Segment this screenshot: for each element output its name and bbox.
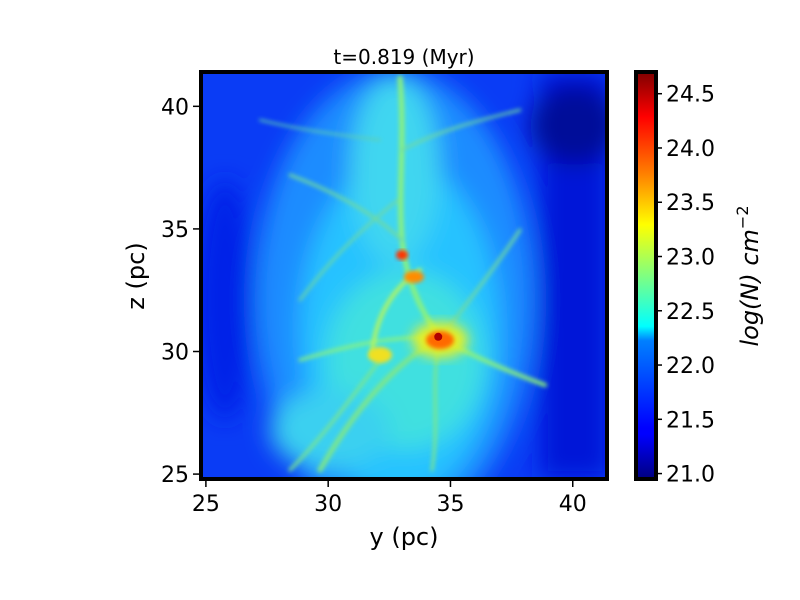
filament	[259, 119, 381, 141]
colorbar-tick-label: 23.0	[666, 246, 715, 271]
density-field	[201, 72, 607, 479]
colorbar: 21.0 21.5 22.0 22.5 23.0 23.5 24.0 24.5 log(N) …	[634, 70, 764, 488]
x-axis-ticks: 25 30 35 40	[192, 481, 587, 517]
dense-clump	[368, 347, 392, 363]
chart-title: t=0.819 (Myr)	[333, 45, 474, 69]
colorbar-ticks: 21.0 21.5 22.0 22.5 23.0 23.5 24.0 24.5	[656, 83, 715, 488]
colorbar-gradient	[636, 72, 656, 479]
x-axis-label: y (pc)	[370, 523, 439, 551]
filament	[400, 108, 522, 152]
hub-peak	[434, 332, 443, 341]
cloud-core	[350, 75, 440, 265]
colorbar-tick-label: 24.5	[666, 83, 715, 108]
x-tick-label: 30	[314, 492, 342, 517]
filament	[298, 198, 400, 302]
colorbar-tick-label: 21.5	[666, 408, 715, 433]
heatmap-image	[201, 72, 607, 479]
colorbar-tick-label: 23.5	[666, 191, 715, 216]
x-tick-label: 40	[559, 492, 587, 517]
y-axis-ticks: 25 30 35 40	[161, 95, 199, 488]
colorbar-tick-label: 24.0	[666, 137, 715, 162]
filament	[288, 358, 382, 472]
x-tick-label: 25	[192, 492, 220, 517]
colorbar-label-base: log(N) cm	[736, 229, 764, 346]
dark-pocket	[530, 85, 607, 165]
plot-frame	[199, 70, 609, 481]
colorbar-tick-label: 22.0	[666, 354, 715, 379]
cloud-core	[270, 390, 390, 470]
colorbar-label-exponent: −2	[733, 205, 752, 229]
dense-clump	[396, 250, 408, 260]
colorbar-tick-label: 21.0	[666, 463, 715, 488]
dark-pocket	[201, 180, 255, 420]
y-tick-label: 25	[161, 463, 189, 488]
y-axis-label: z (pc)	[122, 242, 150, 309]
colorbar-frame	[634, 70, 658, 481]
y-tick-label: 35	[161, 218, 189, 243]
colorbar-label: log(N) cm−2	[733, 205, 764, 346]
x-tick-label: 35	[436, 492, 464, 517]
y-tick-label: 30	[161, 341, 189, 366]
colorbar-tick-label: 22.5	[666, 300, 715, 325]
dense-hub-layer	[368, 250, 468, 363]
dense-clump	[404, 271, 424, 283]
y-tick-label: 40	[161, 95, 189, 120]
filament	[288, 173, 404, 242]
